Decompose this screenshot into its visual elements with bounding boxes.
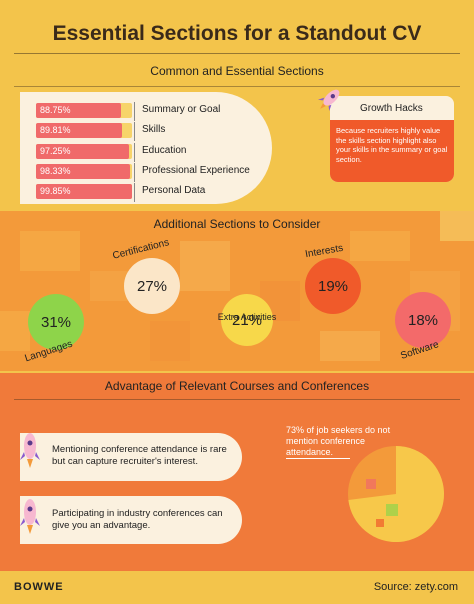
stat-circle: 27% bbox=[124, 258, 180, 314]
stat-circle: 19% bbox=[305, 258, 361, 314]
growth-hacks-body bbox=[330, 120, 454, 182]
bar-separator bbox=[134, 183, 135, 202]
bar-percent: 98.33% bbox=[40, 166, 71, 176]
stat-percent: 31% bbox=[40, 313, 72, 331]
bar-fill bbox=[36, 144, 130, 159]
stat-circle: 31% bbox=[28, 294, 84, 350]
pie-texture bbox=[386, 504, 398, 516]
bar-separator bbox=[134, 102, 135, 121]
courses-card bbox=[20, 433, 242, 481]
essential-divider bbox=[14, 86, 460, 87]
bar-percent: 89.81% bbox=[40, 125, 71, 135]
stat-percent: 18% bbox=[407, 311, 439, 329]
bar-fill bbox=[36, 123, 123, 138]
bar-label: Education bbox=[142, 145, 187, 156]
source-credit: Source: zety.com bbox=[373, 581, 458, 593]
bar-separator bbox=[134, 122, 135, 141]
essential-heading: Common and Essential Sections bbox=[150, 64, 324, 78]
bar-fill bbox=[36, 103, 122, 118]
stat-percent: 21% bbox=[231, 311, 263, 329]
conference-note: 73% of job seekers do not mention confer… bbox=[286, 425, 391, 457]
bar-percent: 99.85% bbox=[40, 186, 71, 196]
courses-card-text: Participating in industry conferences ca… bbox=[52, 508, 223, 531]
bar-label: Professional Experience bbox=[142, 165, 250, 176]
brand-logo: BOWWE bbox=[14, 581, 64, 593]
pie-slice bbox=[348, 446, 444, 542]
bar-fill bbox=[36, 164, 131, 179]
title-divider bbox=[14, 53, 460, 54]
bar-percent: 88.75% bbox=[40, 105, 71, 115]
courses-divider bbox=[14, 399, 460, 400]
pie-texture bbox=[376, 519, 384, 527]
additional-heading: Additional Sections to Consider bbox=[153, 217, 321, 231]
courses-card-text: Mentioning conference attendance is rare… bbox=[52, 444, 227, 467]
bar-fill bbox=[36, 184, 132, 199]
bar-label: Personal Data bbox=[142, 185, 206, 196]
pie-texture bbox=[366, 479, 376, 489]
growth-hacks-title: Growth Hacks bbox=[360, 103, 423, 114]
bar-separator bbox=[134, 163, 135, 182]
stat-circle: 18% bbox=[395, 292, 451, 348]
rocket-icon bbox=[317, 89, 340, 112]
rocket-icon bbox=[20, 433, 40, 468]
bar-percent: 97.25% bbox=[40, 146, 71, 156]
additional-section bbox=[0, 211, 474, 371]
courses-card bbox=[20, 496, 242, 544]
rocket-icon bbox=[20, 499, 40, 534]
bar-label: Skills bbox=[142, 124, 166, 135]
conference-pie-chart bbox=[348, 446, 444, 542]
stat-label: Extra Activities bbox=[217, 312, 277, 322]
page-title: Essential Sections for a Standout CV bbox=[52, 22, 422, 45]
note-divider bbox=[286, 458, 350, 459]
stat-percent: 19% bbox=[317, 277, 349, 295]
stat-circle: 21% bbox=[221, 294, 273, 346]
bar-separator bbox=[134, 143, 135, 162]
bar-label: Summary or Goal bbox=[142, 104, 221, 115]
courses-heading: Advantage of Relevant Courses and Confer… bbox=[104, 379, 370, 393]
growth-hacks-text: Because recruiters highly value the skil… bbox=[336, 126, 448, 164]
footer bbox=[0, 571, 474, 604]
stat-percent: 27% bbox=[136, 277, 168, 295]
